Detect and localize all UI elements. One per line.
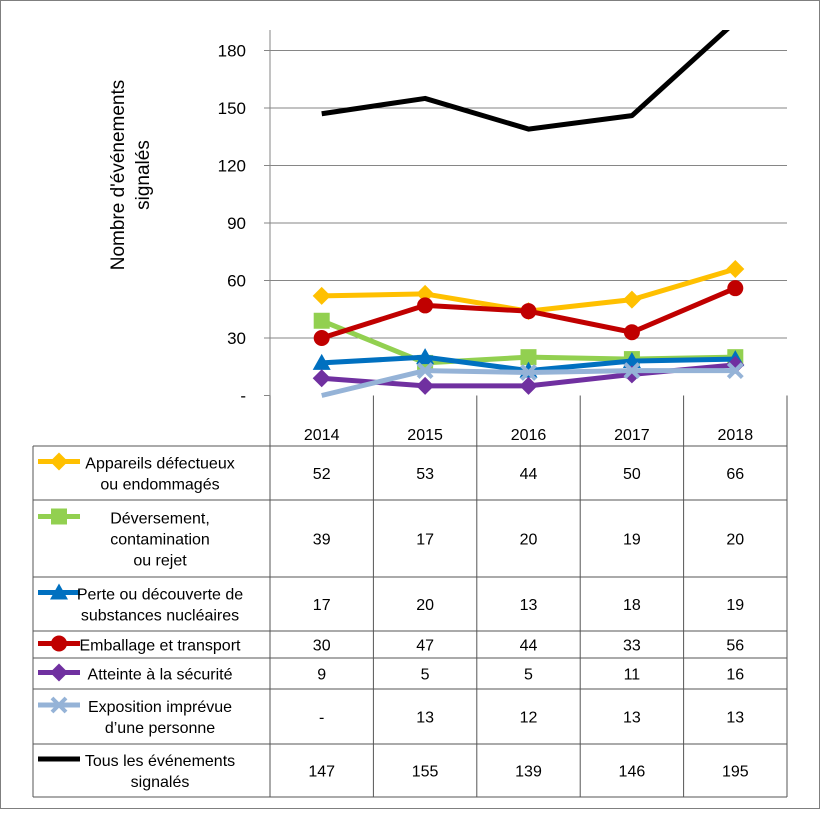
table-cell: 30: [313, 638, 331, 655]
table-cell: 13: [520, 597, 538, 614]
data-point: [417, 297, 434, 314]
table-cell: 52: [313, 466, 331, 483]
x-tick-label: 2016: [511, 427, 547, 444]
table-cell: 155: [412, 764, 439, 781]
y-tick-label: 90: [227, 214, 246, 233]
legend-key: [38, 508, 80, 525]
y-tick-label: 30: [227, 329, 246, 348]
legend-key: [38, 635, 80, 652]
legend-label: Emballage et transport: [80, 638, 242, 655]
data-point: [727, 280, 744, 297]
x-tick-label: 2017: [614, 427, 650, 444]
y-tick-label: 180: [218, 42, 246, 61]
table-cell: 39: [313, 532, 331, 549]
table-cell: 12: [520, 710, 538, 727]
data-point: [416, 376, 435, 395]
data-point: [622, 290, 641, 309]
data-point: [312, 369, 331, 388]
table-cell: 19: [623, 532, 641, 549]
data-point: [416, 362, 434, 379]
table-cell: 195: [722, 764, 749, 781]
series-5: [321, 362, 744, 398]
table-cell: 17: [313, 597, 331, 614]
table-cell: 147: [308, 764, 335, 781]
legend-label: Tous les événements signalés: [85, 753, 235, 791]
table-cell: 53: [416, 466, 434, 483]
y-axis-title: Nombre d'événements signalés: [108, 80, 154, 271]
legend-key-marker: [50, 663, 68, 682]
legend-key: [38, 452, 80, 471]
data-point: [623, 324, 640, 341]
table-cell: 33: [623, 638, 641, 655]
axes: - 30 60 90 120 150 180 Nombre d'événements signa…: [108, 30, 271, 406]
table-cell: -: [319, 710, 324, 727]
table-cell: 18: [623, 597, 641, 614]
legend-key-marker: [50, 583, 68, 600]
data-point: [520, 349, 537, 366]
table-cell: 17: [416, 532, 434, 549]
series-3: [313, 280, 744, 346]
data-point: [726, 260, 745, 278]
data-point: [312, 353, 331, 370]
y-tick-label: 120: [218, 157, 246, 176]
x-tick-label: 2018: [718, 427, 754, 444]
legend-key: [38, 583, 80, 600]
y-tick-label: 150: [218, 99, 246, 118]
data-point: [313, 312, 330, 329]
table-cell: 20: [520, 532, 538, 549]
table-cell: 56: [726, 638, 744, 655]
data-point: [623, 362, 641, 379]
table-cell: 5: [524, 667, 533, 684]
legend-label: Atteinte à la sécurité: [88, 667, 233, 684]
data-point: [416, 284, 435, 303]
table-cell: 13: [416, 710, 434, 727]
legend-key: [38, 696, 80, 714]
data-point: [726, 362, 744, 379]
table-cell: 20: [726, 532, 744, 549]
table-cell: 47: [416, 638, 434, 655]
table-cell: 13: [623, 710, 641, 727]
legend-label: Appareils défectueux ou endommagés: [85, 456, 234, 494]
table-cell: 16: [726, 667, 744, 684]
table-cell: 139: [515, 764, 542, 781]
table-cell: 146: [619, 764, 646, 781]
plot-area: [312, 30, 745, 398]
legend-key-marker: [51, 508, 67, 525]
table-cell: 50: [623, 466, 641, 483]
legend-key-marker: [50, 452, 68, 471]
table-cell: 66: [726, 466, 744, 483]
table-cell: 20: [416, 597, 434, 614]
legend-label: Exposition imprévue d’une personne: [88, 699, 232, 737]
table-cell: 19: [726, 597, 744, 614]
legend-key-marker: [51, 635, 67, 652]
x-tick-label: 2015: [407, 427, 443, 444]
data-point: [312, 286, 331, 305]
table-cell: 44: [520, 466, 538, 483]
table-cell: 44: [520, 638, 538, 655]
data-point: [519, 376, 538, 395]
legend-label: Perte ou découverte de substances nucléai…: [77, 587, 243, 625]
table-cell: 9: [317, 667, 326, 684]
legend-key: [38, 663, 80, 682]
table-cell: 5: [421, 667, 430, 684]
y-tick-label: -: [240, 387, 246, 406]
data-point: [313, 330, 330, 346]
x-tick-label: 2014: [304, 427, 340, 444]
legend-key-marker: [50, 696, 68, 714]
data-point: [416, 348, 435, 365]
series-6: [321, 30, 730, 132]
table-cell: 11: [624, 667, 641, 684]
series-line: [321, 30, 730, 132]
table-cell: 13: [726, 710, 744, 727]
data-point: [520, 364, 537, 381]
legend-label: Déversement, contamination ou rejet: [110, 511, 210, 570]
data-point: [520, 303, 537, 320]
y-tick-label: 60: [227, 272, 246, 291]
